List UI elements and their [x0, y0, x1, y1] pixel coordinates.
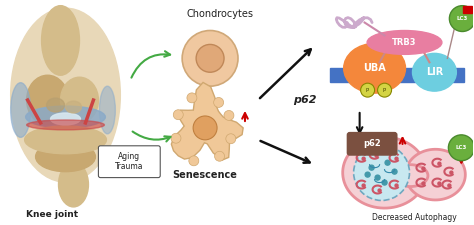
Bar	[330, 68, 465, 82]
Circle shape	[189, 156, 199, 166]
Circle shape	[422, 182, 425, 185]
Circle shape	[395, 157, 398, 160]
Circle shape	[171, 133, 181, 143]
Circle shape	[361, 83, 374, 97]
Circle shape	[226, 134, 236, 144]
Circle shape	[385, 160, 390, 165]
Text: p62: p62	[293, 95, 317, 105]
Circle shape	[182, 31, 238, 86]
Ellipse shape	[36, 142, 95, 172]
Circle shape	[392, 169, 397, 174]
Polygon shape	[171, 82, 243, 160]
Text: Decreased Autophagy: Decreased Autophagy	[372, 213, 457, 222]
Ellipse shape	[26, 106, 105, 128]
Ellipse shape	[11, 83, 31, 137]
Polygon shape	[343, 137, 427, 208]
Circle shape	[365, 172, 370, 177]
Text: p62: p62	[364, 139, 382, 148]
Ellipse shape	[27, 75, 69, 125]
Ellipse shape	[11, 8, 120, 182]
Ellipse shape	[393, 165, 428, 187]
Circle shape	[438, 162, 441, 165]
Circle shape	[450, 171, 453, 174]
FancyBboxPatch shape	[346, 132, 398, 156]
Ellipse shape	[412, 53, 456, 91]
Ellipse shape	[65, 101, 82, 113]
Text: LC3: LC3	[456, 145, 467, 150]
Circle shape	[173, 110, 183, 120]
Circle shape	[378, 83, 392, 97]
Circle shape	[215, 151, 225, 161]
Text: LIR: LIR	[426, 67, 443, 77]
Circle shape	[375, 175, 380, 180]
Text: P: P	[383, 88, 386, 93]
Ellipse shape	[61, 77, 99, 123]
Ellipse shape	[46, 98, 64, 112]
Circle shape	[378, 189, 381, 192]
Circle shape	[362, 184, 365, 187]
Text: Chondrocytes: Chondrocytes	[187, 9, 254, 19]
Circle shape	[187, 93, 197, 103]
Ellipse shape	[51, 113, 81, 125]
Circle shape	[438, 182, 441, 185]
Text: Senescence: Senescence	[173, 170, 237, 180]
Text: P: P	[366, 88, 369, 93]
Ellipse shape	[25, 126, 106, 154]
Circle shape	[395, 184, 398, 187]
Circle shape	[382, 180, 387, 185]
Text: Knee joint: Knee joint	[27, 210, 79, 219]
Circle shape	[422, 167, 425, 170]
Circle shape	[449, 6, 474, 32]
Circle shape	[369, 165, 374, 170]
Text: UBA: UBA	[363, 63, 386, 73]
Circle shape	[448, 135, 474, 161]
Ellipse shape	[58, 162, 89, 207]
Circle shape	[448, 184, 451, 187]
Circle shape	[196, 44, 224, 72]
Circle shape	[193, 116, 217, 140]
Circle shape	[224, 110, 234, 120]
Text: Aging
Trauma: Aging Trauma	[115, 152, 144, 171]
Ellipse shape	[100, 86, 115, 134]
Circle shape	[354, 145, 410, 200]
Ellipse shape	[344, 43, 405, 93]
FancyBboxPatch shape	[99, 146, 160, 178]
Circle shape	[375, 154, 378, 157]
Text: TRB3: TRB3	[392, 38, 417, 47]
Ellipse shape	[27, 120, 104, 130]
Polygon shape	[406, 149, 465, 200]
Ellipse shape	[367, 31, 442, 54]
Text: LC3: LC3	[456, 16, 468, 21]
Ellipse shape	[42, 6, 80, 75]
Bar	[463, 6, 472, 13]
Circle shape	[214, 97, 224, 107]
Circle shape	[362, 157, 365, 160]
